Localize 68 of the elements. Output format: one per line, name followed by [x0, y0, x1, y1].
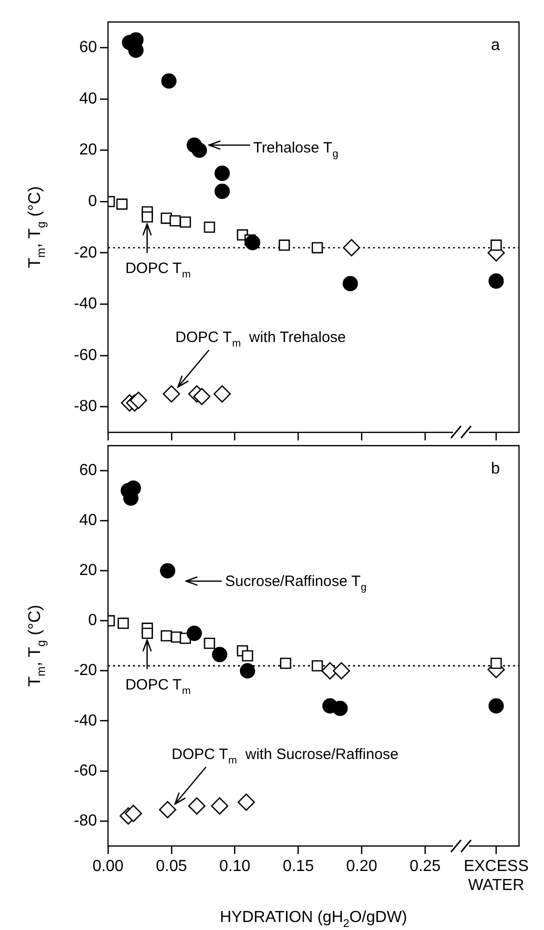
- point: [490, 658, 502, 669]
- y-tick-label: -80: [74, 398, 98, 416]
- y-tick-label: -40: [74, 712, 98, 730]
- point: [278, 240, 290, 251]
- point: [488, 698, 504, 714]
- point: [170, 215, 181, 226]
- point: [118, 618, 129, 629]
- y-tick-label: 0: [88, 612, 98, 630]
- y-tick-label: 40: [79, 512, 98, 530]
- point: [342, 239, 360, 256]
- y-tick-label: -20: [74, 244, 98, 262]
- y-tick-label: -80: [74, 812, 98, 830]
- point: [193, 388, 211, 406]
- y-axis-title: Tm, Tg (°C): [25, 604, 48, 687]
- point: [312, 660, 323, 672]
- point: [280, 658, 292, 669]
- point: [342, 276, 358, 292]
- point: [180, 216, 191, 228]
- y-tick-label: 60: [79, 462, 98, 480]
- x-tick-label: 0.05: [156, 858, 188, 876]
- point: [158, 801, 176, 818]
- point: [186, 626, 202, 641]
- y-tick-label: 0: [88, 192, 98, 210]
- point: [188, 797, 206, 815]
- point: [142, 628, 153, 639]
- point: [312, 242, 323, 254]
- annotation: b: [491, 460, 500, 478]
- y-tick-label: -60: [74, 346, 98, 364]
- point: [488, 273, 504, 289]
- point: [162, 385, 180, 403]
- point: [126, 480, 142, 496]
- x-tick-label: EXCESS WATER: [464, 858, 529, 894]
- point: [142, 211, 153, 223]
- point: [160, 563, 176, 578]
- x-tick-label: 0.15: [282, 858, 314, 876]
- x-tick-label: 0.10: [219, 858, 251, 876]
- point: [242, 650, 254, 662]
- y-tick-label: 20: [79, 562, 98, 580]
- point: [244, 234, 260, 250]
- point: [124, 804, 142, 822]
- y-tick-label: -40: [74, 296, 98, 313]
- point: [210, 797, 228, 815]
- point: [332, 662, 350, 680]
- point: [116, 198, 128, 210]
- point: [204, 638, 216, 649]
- point: [192, 142, 207, 158]
- x-tick-label: 0.20: [346, 858, 378, 876]
- point: [130, 392, 148, 409]
- point: [161, 73, 177, 89]
- y-tick-label: -20: [74, 662, 98, 680]
- annotation: a: [491, 37, 500, 54]
- point: [490, 240, 502, 251]
- point: [214, 385, 231, 403]
- point: [204, 222, 216, 233]
- point: [214, 184, 230, 199]
- point: [212, 646, 228, 662]
- point: [238, 794, 255, 811]
- point: [160, 630, 172, 642]
- y-tick-label: 20: [79, 142, 98, 159]
- y-tick-label: 60: [79, 39, 98, 56]
- point: [214, 166, 230, 181]
- y-tick-label: -60: [74, 762, 98, 780]
- y-tick-label: 40: [79, 90, 98, 108]
- point: [240, 663, 256, 678]
- x-tick-label: 0.00: [92, 858, 124, 876]
- point: [332, 700, 348, 716]
- x-tick-label: 0.25: [410, 858, 441, 876]
- y-axis-title: Tm, Tg (°C): [25, 186, 48, 268]
